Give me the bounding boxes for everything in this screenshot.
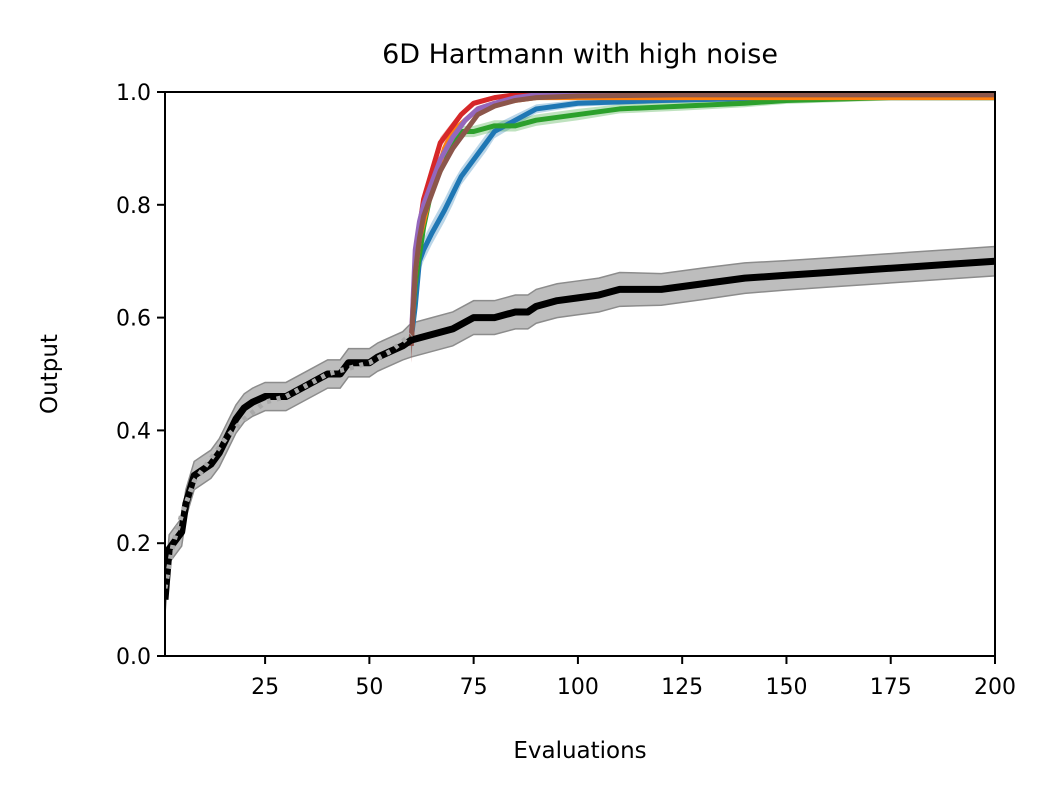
plot-frame [164, 91, 996, 657]
initial-design-reference-line [165, 332, 413, 589]
baseline-line [165, 257, 995, 600]
x-tick-label: 75 [460, 675, 488, 700]
x-tick-label: 100 [557, 675, 599, 700]
y-tick-label: 0.4 [116, 419, 151, 444]
x-tick-label: 125 [661, 675, 703, 700]
series-lines [165, 92, 995, 600]
method-purple-line [408, 92, 995, 346]
x-tick-label: 25 [251, 675, 279, 700]
y-tick-label: 1.0 [116, 81, 151, 106]
y-tick-label: 0.8 [116, 194, 151, 219]
x-tick-label: 200 [974, 675, 1016, 700]
x-tick-label: 175 [870, 675, 912, 700]
x-tick-label: 150 [765, 675, 807, 700]
y-tick-label: 0.2 [116, 532, 151, 557]
y-tick-label: 0.0 [116, 645, 151, 670]
method-brown-line [408, 92, 995, 346]
baseline-band [165, 245, 995, 614]
x-tick-label: 50 [355, 675, 383, 700]
y-axis-ticks: 0.0 0.2 0.4 0.6 0.8 1.0 [116, 81, 165, 670]
x-axis-label: Evaluations [513, 738, 646, 764]
chart-title: 6D Hartmann with high noise [382, 39, 778, 70]
y-axis-label: Output [37, 334, 63, 414]
x-axis-ticks: 25 50 75 100 125 150 175 200 [251, 656, 1016, 700]
y-tick-label: 0.6 [116, 307, 151, 332]
